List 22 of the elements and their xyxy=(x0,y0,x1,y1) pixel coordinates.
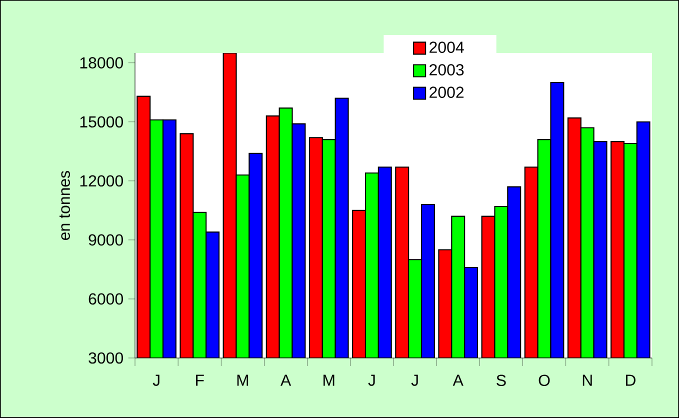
x-tick-label: S xyxy=(496,374,506,386)
x-tick-label: N xyxy=(582,374,592,386)
x-tick-label: M xyxy=(237,374,248,386)
x-tick-label: A xyxy=(452,374,464,386)
x-tick-label: M xyxy=(324,374,334,386)
y-tick-label: 9000 xyxy=(88,234,124,246)
x-tick-label: F xyxy=(196,374,204,386)
legend-label: 2004 xyxy=(430,42,464,53)
x-tick-label: A xyxy=(280,374,292,386)
legend-label: 2003 xyxy=(430,64,464,76)
y-tick-label: 18000 xyxy=(80,57,124,68)
x-tick-label: O xyxy=(538,374,550,386)
x-tick-label: J xyxy=(152,374,160,386)
x-tick-label: J xyxy=(411,374,418,386)
y-tick-label: 3000 xyxy=(88,352,124,364)
y-tick-label: 15000 xyxy=(80,116,124,128)
y-axis-title: en tonnes xyxy=(59,170,70,240)
y-tick-label: 6000 xyxy=(88,293,124,305)
legend-label: 2002 xyxy=(430,86,464,98)
y-tick-label: 12000 xyxy=(80,175,124,187)
x-tick-label: D xyxy=(626,374,636,386)
x-tick-label: J xyxy=(368,374,375,386)
